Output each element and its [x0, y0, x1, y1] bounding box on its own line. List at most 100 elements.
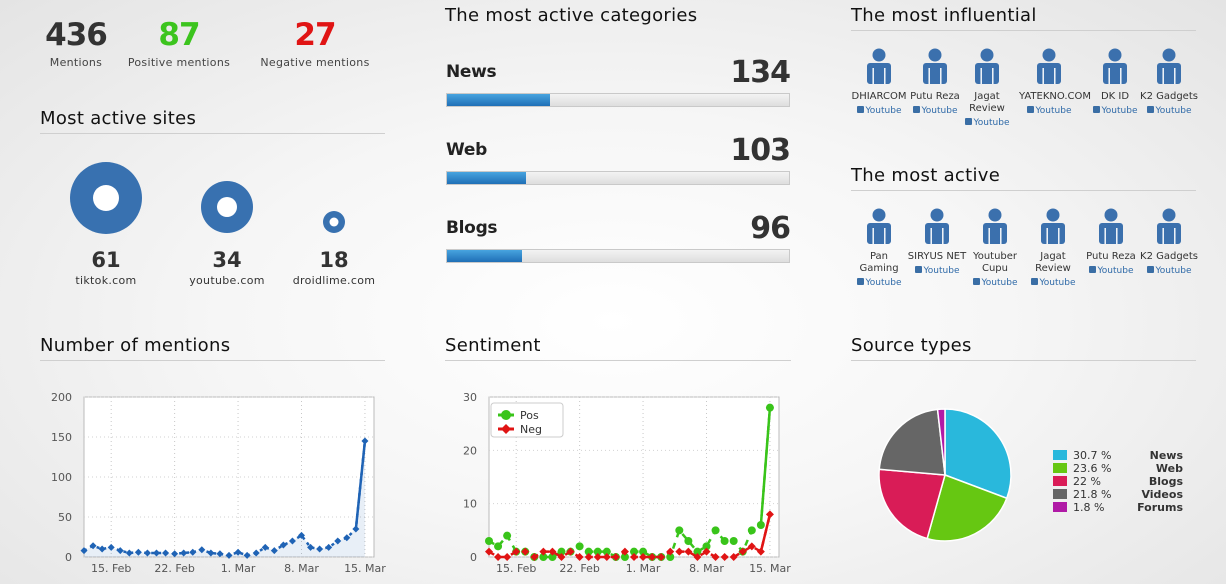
data-point[interactable] — [711, 553, 720, 561]
person-item[interactable]: Jagat Review Youtube — [957, 48, 1017, 128]
data-point[interactable] — [485, 547, 493, 556]
data-point[interactable] — [261, 543, 269, 551]
data-point[interactable] — [693, 553, 702, 561]
data-point[interactable] — [602, 553, 611, 561]
person-item[interactable]: K2 Gadgets Youtube — [1139, 208, 1199, 276]
person-item[interactable]: Pan Gaming Youtube — [849, 208, 909, 288]
data-point[interactable] — [648, 553, 657, 561]
person-item[interactable]: Putu Reza Youtube — [905, 48, 965, 116]
data-point[interactable] — [720, 553, 729, 561]
person-item[interactable]: Putu Reza Youtube — [1081, 208, 1141, 276]
person-source-link[interactable]: Youtube — [965, 278, 1025, 288]
data-point[interactable] — [352, 525, 360, 533]
data-point[interactable] — [503, 553, 512, 561]
data-point[interactable] — [298, 531, 305, 539]
data-point[interactable] — [602, 547, 611, 556]
data-point[interactable] — [675, 547, 684, 556]
person-item[interactable]: Youtuber Cupu Youtube — [965, 208, 1025, 288]
person-source-link[interactable]: Youtube — [849, 106, 909, 116]
site-name[interactable]: droidlime.com — [292, 274, 376, 287]
data-point[interactable] — [279, 541, 287, 549]
data-point[interactable] — [720, 537, 729, 545]
data-point[interactable] — [316, 545, 324, 553]
data-point[interactable] — [738, 547, 747, 556]
data-point[interactable] — [325, 543, 333, 551]
data-point[interactable] — [485, 537, 493, 545]
data-point[interactable] — [575, 553, 584, 561]
pie-slice-forums[interactable] — [936, 408, 946, 476]
pie-slice-videos[interactable] — [878, 408, 946, 476]
data-point[interactable] — [225, 551, 233, 559]
site-item[interactable]: 18 droidlime.com — [274, 158, 394, 287]
person-source-link[interactable]: Youtube — [1085, 106, 1145, 116]
person-item[interactable]: DK ID Youtube — [1085, 48, 1145, 116]
pie-slice-blogs[interactable] — [878, 468, 946, 540]
data-point[interactable] — [593, 553, 602, 561]
data-point[interactable] — [620, 553, 629, 561]
site-name[interactable]: youtube.com — [189, 274, 265, 287]
data-point[interactable] — [234, 548, 242, 556]
data-point[interactable] — [361, 437, 369, 445]
data-point[interactable] — [693, 547, 702, 556]
data-point[interactable] — [557, 553, 566, 561]
data-point[interactable] — [270, 547, 278, 555]
category-news[interactable]: News 134 — [446, 54, 791, 107]
site-item[interactable]: 61 tiktok.com — [46, 158, 166, 287]
data-point[interactable] — [566, 547, 575, 556]
site-name[interactable]: tiktok.com — [75, 274, 137, 287]
data-point[interactable] — [666, 553, 675, 561]
data-point[interactable] — [180, 549, 188, 557]
person-item[interactable]: SIRYUS NET Youtube — [907, 208, 967, 276]
data-point[interactable] — [611, 553, 620, 561]
person-item[interactable]: YATEKNO.COM Youtube — [1019, 48, 1091, 116]
data-point[interactable] — [575, 542, 584, 551]
data-point[interactable] — [288, 537, 296, 545]
data-point[interactable] — [494, 542, 503, 551]
data-point[interactable] — [116, 547, 124, 555]
data-point[interactable] — [548, 553, 557, 561]
data-point[interactable] — [307, 543, 315, 551]
legend-item[interactable]: 30.7 % News — [1053, 449, 1183, 462]
data-point[interactable] — [539, 547, 548, 556]
legend-item[interactable]: 1.8 % Forums — [1053, 501, 1183, 514]
person-source-link[interactable]: Youtube — [907, 266, 967, 276]
category-web[interactable]: Web 103 — [446, 132, 791, 185]
legend-item[interactable]: 23.6 % Web — [1053, 462, 1183, 475]
data-point[interactable] — [702, 542, 711, 551]
data-point[interactable] — [80, 547, 88, 555]
data-point[interactable] — [729, 553, 738, 561]
data-point[interactable] — [343, 534, 351, 542]
data-point[interactable] — [143, 549, 151, 557]
person-source-link[interactable]: Youtube — [849, 278, 909, 288]
data-point[interactable] — [620, 547, 629, 556]
data-point[interactable] — [162, 549, 170, 557]
data-point[interactable] — [494, 553, 503, 561]
data-point[interactable] — [107, 543, 115, 551]
data-point[interactable] — [252, 549, 260, 557]
data-point[interactable] — [675, 526, 684, 535]
data-point[interactable] — [702, 547, 711, 556]
data-point[interactable] — [134, 548, 142, 556]
data-point[interactable] — [503, 531, 512, 540]
data-point[interactable] — [198, 546, 206, 554]
data-point[interactable] — [756, 521, 765, 529]
data-point[interactable] — [521, 547, 530, 556]
data-point[interactable] — [216, 550, 224, 558]
data-point[interactable] — [557, 547, 566, 556]
data-point[interactable] — [207, 549, 215, 557]
category-blogs[interactable]: Blogs 96 — [446, 210, 791, 263]
data-point[interactable] — [171, 550, 179, 558]
data-point[interactable] — [125, 549, 133, 557]
pie-slice-news[interactable] — [944, 408, 1012, 500]
data-point[interactable] — [593, 547, 602, 556]
person-source-link[interactable]: Youtube — [957, 118, 1017, 128]
data-point[interactable] — [512, 547, 521, 556]
data-point[interactable] — [243, 551, 251, 559]
person-item[interactable]: Jagat Review Youtube — [1023, 208, 1083, 288]
data-point[interactable] — [756, 547, 765, 556]
data-point[interactable] — [584, 547, 593, 556]
data-point[interactable] — [539, 553, 548, 561]
data-point[interactable] — [548, 547, 557, 556]
data-point[interactable] — [747, 526, 756, 535]
person-source-link[interactable]: Youtube — [1139, 266, 1199, 276]
